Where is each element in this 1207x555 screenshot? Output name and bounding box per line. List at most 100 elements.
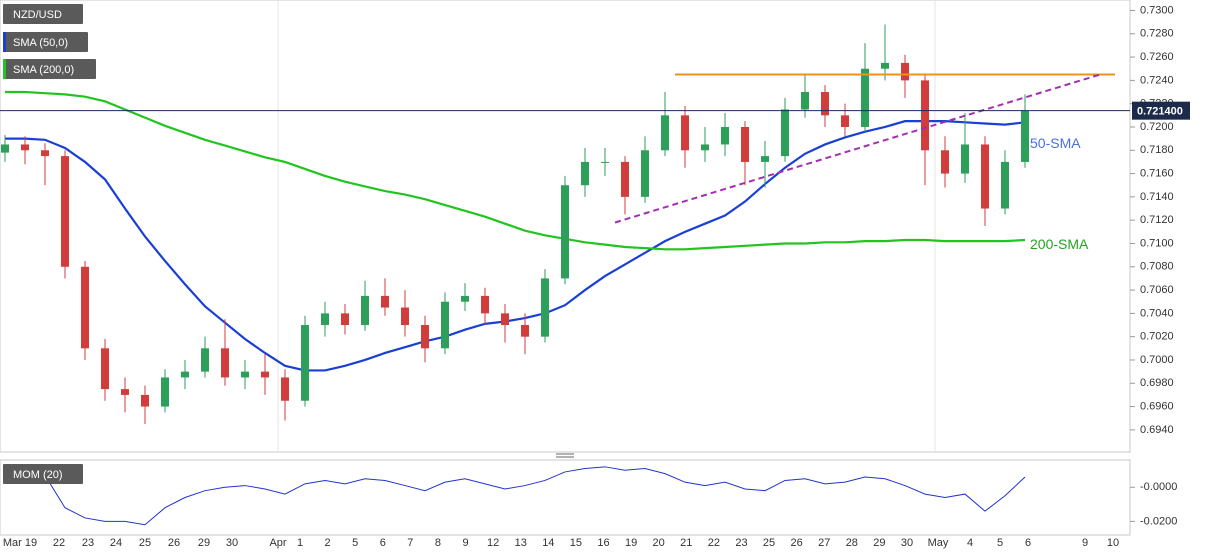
x-tick-label: 24 (110, 537, 122, 549)
sma-line (5, 90, 1026, 251)
x-tick-label: 1 (297, 537, 303, 549)
y-tick-label: 0.7200 (1140, 121, 1174, 133)
candle-body (541, 278, 549, 337)
y-tick-label: -0.0000 (1140, 481, 1177, 493)
y-tick-label: 0.6940 (1140, 424, 1174, 436)
legend-box (3, 59, 96, 79)
candle-body (281, 377, 289, 401)
x-tick-label: 12 (487, 537, 499, 549)
candle-body (441, 301, 449, 349)
sma-line (5, 120, 1026, 372)
y-tick-label: 0.7300 (1140, 4, 1174, 16)
candle-body (341, 313, 349, 326)
candle-body (941, 150, 949, 174)
candle-body (421, 325, 429, 349)
x-tick-label: 25 (139, 537, 151, 549)
x-tick-label: 7 (407, 537, 413, 549)
annotation: 200-SMA (1030, 236, 1089, 252)
splitter (556, 453, 574, 458)
legend-swatch (3, 59, 6, 79)
candle-body (61, 156, 69, 267)
annotation: 50-SMA (1030, 135, 1081, 151)
x-tick-label: Mar 19 (3, 537, 37, 549)
candle-body (101, 348, 109, 390)
candle-body (781, 109, 789, 157)
candle-body (581, 161, 589, 186)
x-tick-label: 5 (997, 537, 1003, 549)
legend-label: MOM (20) (13, 469, 63, 481)
y-tick-label: 0.7280 (1140, 28, 1174, 40)
y-tick-label: 0.7060 (1140, 284, 1174, 296)
x-tick-label: 23 (82, 537, 94, 549)
candle-body (561, 185, 569, 279)
candle-body (841, 115, 849, 127)
legend-label: NZD/USD (13, 9, 62, 21)
candle-body (121, 389, 129, 395)
candle-body (41, 150, 49, 157)
candle-body (901, 62, 909, 81)
candle-body (641, 150, 649, 197)
x-tick-label: 20 (653, 537, 665, 549)
x-tick-label: 30 (901, 537, 913, 549)
x-tick-label: 8 (435, 537, 441, 549)
x-tick-label: 28 (846, 537, 858, 549)
candle-body (381, 295, 389, 308)
candle-body (701, 144, 709, 151)
candle-body (801, 92, 809, 110)
x-tick-label: Apr (269, 537, 286, 549)
legend-swatch (3, 32, 6, 52)
candle-body (1001, 161, 1009, 209)
x-tick-label: 9 (462, 537, 468, 549)
y-tick-label: 0.7240 (1140, 74, 1174, 86)
candle-body (201, 348, 209, 372)
candle-body (361, 295, 369, 326)
candle-body (161, 377, 169, 407)
x-tick-label: 22 (53, 537, 65, 549)
legend-label: SMA (50,0) (13, 37, 68, 49)
candle-body (521, 325, 529, 337)
x-tick-label: 30 (226, 537, 238, 549)
momentum-line (4, 466, 1026, 526)
candle-body (21, 144, 29, 151)
x-tick-label: 23 (735, 537, 747, 549)
candle-body (501, 313, 509, 326)
candle-body (241, 371, 249, 378)
candle-body (321, 313, 329, 326)
candle-body (141, 394, 149, 407)
y-tick-label: 0.7120 (1140, 214, 1174, 226)
x-tick-label: 2 (325, 537, 331, 549)
legend-box (3, 32, 88, 52)
x-tick-label: 10 (1107, 537, 1119, 549)
candle-body (461, 295, 469, 302)
y-tick-label: 0.7020 (1140, 331, 1174, 343)
x-tick-label: 13 (515, 537, 527, 549)
x-tick-label: 26 (791, 537, 803, 549)
y-tick-label: 0.7080 (1140, 261, 1174, 273)
candle-body (81, 266, 89, 349)
drawn-line (614, 73, 1101, 224)
x-tick-label: 9 (1082, 537, 1088, 549)
candle-body (741, 126, 749, 162)
x-tick-label: 29 (873, 537, 885, 549)
y-tick-label: 0.7140 (1140, 191, 1174, 203)
candle-body (921, 80, 929, 151)
y-tick-label: 0.7100 (1140, 237, 1174, 249)
candle-body (601, 161, 609, 163)
legend-box (3, 4, 83, 24)
x-tick-label: 6 (380, 537, 386, 549)
x-tick-label: 15 (570, 537, 582, 549)
last-price-box (1132, 101, 1190, 120)
x-tick-label: 26 (168, 537, 180, 549)
candle-body (261, 371, 269, 378)
y-tick-label: 0.6960 (1140, 400, 1174, 412)
x-tick-label: 21 (680, 537, 692, 549)
legend-label: SMA (200,0) (13, 64, 74, 76)
candle-body (881, 62, 889, 69)
y-tick-label: 0.7260 (1140, 51, 1174, 63)
candle-body (981, 144, 989, 209)
candle-body (221, 348, 229, 378)
x-tick-label: 27 (818, 537, 830, 549)
candle-body (401, 307, 409, 326)
y-tick-label: -0.0200 (1140, 515, 1177, 527)
